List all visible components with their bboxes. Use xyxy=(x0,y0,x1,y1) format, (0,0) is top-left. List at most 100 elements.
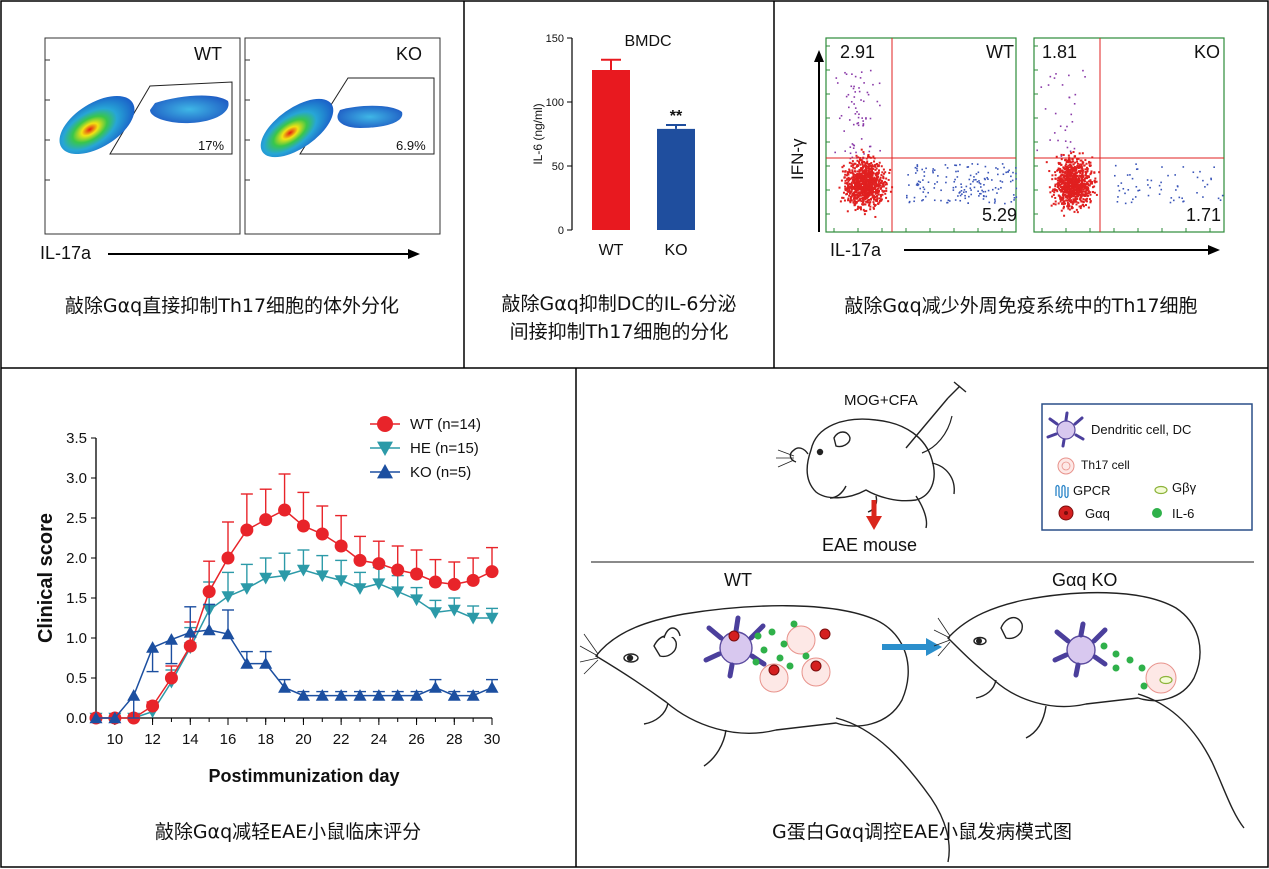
ifn-event-dot xyxy=(885,177,888,180)
ifn-event-dot xyxy=(913,196,916,199)
score-x-tick-label: 12 xyxy=(144,731,161,748)
ifn-wt-lower-right: 5.29 xyxy=(982,205,1018,225)
ifn-event-dot xyxy=(856,207,859,210)
ifn-event-dot xyxy=(1062,153,1065,156)
ifn-event-dot xyxy=(1066,184,1069,187)
ifn-event-dot xyxy=(1060,209,1063,212)
ifn-event-dot xyxy=(1091,181,1094,184)
ifn-event-dot xyxy=(923,188,926,191)
ifn-event-dot xyxy=(849,199,852,202)
ifn-event-dot xyxy=(919,187,922,190)
ifn-event-dot xyxy=(955,170,957,173)
ifn-event-dot xyxy=(1057,168,1060,171)
ifn-event-dot xyxy=(1061,182,1064,185)
ifn-event-dot xyxy=(850,199,853,202)
ifn-event-dot xyxy=(1060,190,1063,193)
ifn-event-dot xyxy=(859,185,862,188)
ifn-event-dot xyxy=(1137,189,1139,192)
ifn-event-dot xyxy=(1075,175,1078,178)
ifn-event-dot xyxy=(857,183,860,186)
bar-y-tick-label: 150 xyxy=(546,33,564,45)
ifn-event-dot xyxy=(1071,121,1074,123)
ifn-event-dot xyxy=(859,208,862,211)
ifn-event-dot xyxy=(1059,196,1062,199)
ifn-event-dot xyxy=(946,167,949,169)
ifn-event-dot xyxy=(1082,203,1085,206)
ifn-event-dot xyxy=(876,178,879,181)
ifn-event-dot xyxy=(881,185,884,188)
ifn-event-dot xyxy=(858,170,861,173)
ifn-event-dot xyxy=(1053,191,1056,194)
ifn-event-dot xyxy=(868,145,871,148)
ifn-event-dot xyxy=(1062,192,1065,195)
ifn-event-dot xyxy=(1080,165,1083,168)
ifn-event-dot xyxy=(963,189,966,191)
ifn-event-dot xyxy=(1081,181,1084,184)
ifn-event-dot xyxy=(1057,139,1059,142)
ifn-event-dot xyxy=(1071,179,1074,182)
ifn-event-dot xyxy=(1063,175,1066,178)
ifn-event-dot xyxy=(1070,180,1073,183)
ifn-event-dot xyxy=(1085,193,1088,196)
ifn-event-dot xyxy=(1071,175,1074,178)
ifn-event-dot xyxy=(977,171,980,174)
ifn-event-dot xyxy=(962,191,965,193)
ifn-event-dot xyxy=(916,182,919,185)
ifn-event-dot xyxy=(1054,203,1057,206)
ifn-event-dot xyxy=(1088,180,1091,183)
ifn-event-dot xyxy=(850,100,853,103)
ifn-event-dot xyxy=(1064,181,1067,184)
ifn-event-dot xyxy=(1085,182,1088,185)
ifn-event-dot xyxy=(917,180,920,183)
ifn-event-dot xyxy=(871,174,874,177)
ifn-event-dot xyxy=(922,179,924,181)
ifn-event-dot xyxy=(846,190,849,193)
ifn-event-dot xyxy=(906,194,908,197)
ifn-event-dot xyxy=(864,194,867,197)
ifn-event-dot xyxy=(874,172,877,175)
ifn-event-dot xyxy=(932,170,934,172)
ifn-event-dot xyxy=(846,178,849,181)
ifn-event-dot xyxy=(857,205,860,208)
ifn-event-dot xyxy=(872,171,875,174)
ifn-event-dot xyxy=(869,145,872,148)
ifn-event-dot xyxy=(1059,167,1062,170)
ifn-event-dot xyxy=(861,163,864,166)
score-x-tick-label: 20 xyxy=(295,731,312,748)
ifn-event-dot xyxy=(1071,194,1074,197)
ifn-event-dot xyxy=(1055,155,1058,158)
ifn-event-dot xyxy=(1117,196,1119,198)
ifn-event-dot xyxy=(959,191,961,193)
ifn-event-dot xyxy=(1086,181,1089,184)
ifn-event-dot xyxy=(1075,178,1078,181)
ifn-event-dot xyxy=(844,185,847,188)
ifn-event-dot xyxy=(863,169,866,172)
ifn-event-dot xyxy=(853,96,856,98)
ifn-event-dot xyxy=(1060,177,1063,180)
ifn-event-dot xyxy=(860,161,863,164)
ifn-event-dot xyxy=(1210,178,1212,181)
ifn-event-dot xyxy=(857,124,860,127)
ifn-event-dot xyxy=(987,189,990,192)
score-point xyxy=(428,575,442,589)
ifn-event-dot xyxy=(1075,200,1078,203)
ifn-event-dot xyxy=(1074,93,1077,96)
ifn-event-dot xyxy=(1075,193,1078,196)
ifn-event-dot xyxy=(873,198,876,201)
ifn-event-dot xyxy=(861,189,864,192)
ifn-event-dot xyxy=(1057,185,1060,188)
ifn-event-dot xyxy=(1065,173,1068,176)
ifn-event-dot xyxy=(1078,185,1081,188)
ifn-event-dot xyxy=(1069,150,1072,153)
score-point xyxy=(466,573,480,587)
ifn-event-dot xyxy=(1196,191,1198,194)
ifn-event-dot xyxy=(1219,199,1222,201)
ifn-event-dot xyxy=(923,175,926,177)
ifn-event-dot xyxy=(869,117,872,120)
ifn-event-dot xyxy=(1135,168,1138,171)
ifn-event-dot xyxy=(869,185,872,188)
ifn-event-dot xyxy=(1059,169,1062,172)
ifn-event-dot xyxy=(954,199,957,201)
ifn-event-dot xyxy=(863,187,866,190)
score-point xyxy=(428,681,442,693)
